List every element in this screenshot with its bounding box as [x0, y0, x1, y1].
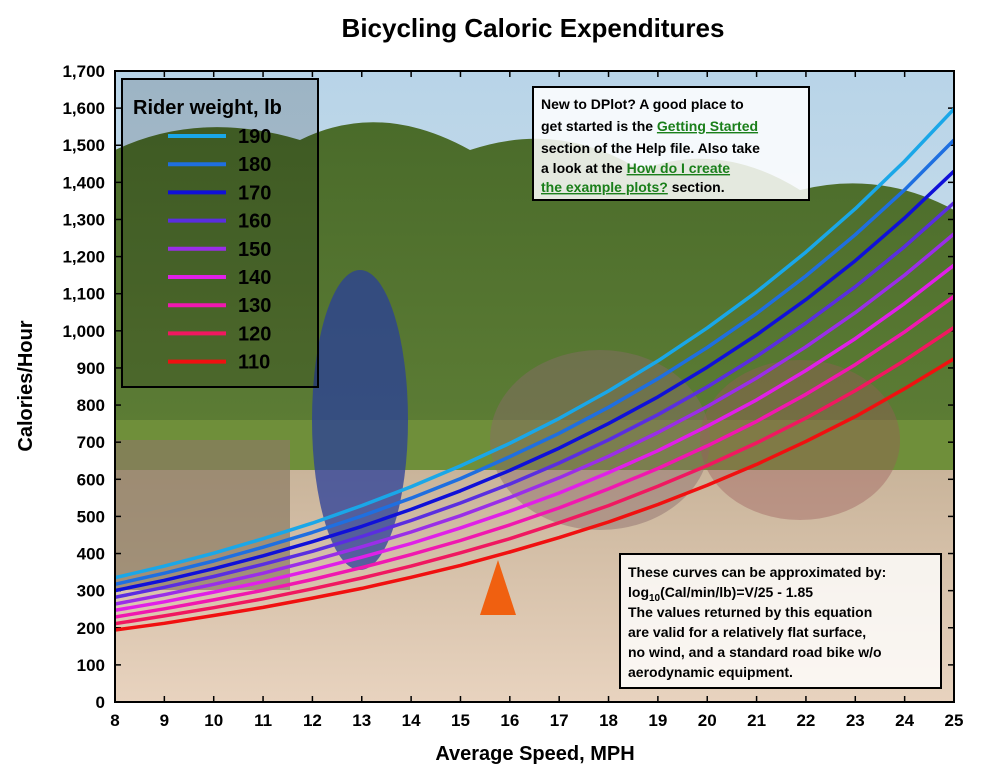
- help-note-line-4: a look at the How do I create: [541, 160, 730, 176]
- series-lines: [115, 107, 954, 632]
- legend-box: [121, 78, 319, 388]
- legend-label-170: 170: [238, 182, 271, 204]
- x-tick-label: 18: [599, 711, 618, 730]
- help-note-box: [532, 86, 810, 201]
- equation-body: (Cal/min/lb)=V/25 - 1.85: [660, 584, 813, 600]
- y-tick-label: 600: [77, 470, 105, 489]
- series-line-140: [115, 263, 954, 613]
- y-tick-label: 100: [77, 656, 105, 675]
- x-tick-label: 13: [352, 711, 371, 730]
- x-tick-label: 24: [895, 711, 914, 730]
- y-tick-label: 1,600: [62, 99, 105, 118]
- series-line-170: [115, 169, 954, 593]
- y-tick-label: 1,400: [62, 173, 105, 192]
- help-note-line-2-text: get started is the: [541, 118, 657, 134]
- x-tick-label: 21: [747, 711, 766, 730]
- x-tick-label: 10: [204, 711, 223, 730]
- y-tick-label: 400: [77, 545, 105, 564]
- series-line-190: [115, 107, 954, 580]
- y-tick-label: 0: [96, 693, 105, 712]
- legend-label-130: 130: [238, 295, 271, 317]
- equation-note-line-1: These curves can be approximated by:: [628, 564, 886, 580]
- x-tick-label: 17: [550, 711, 569, 730]
- equation-note: These curves can be approximated by: log…: [619, 553, 942, 689]
- x-tick-label: 23: [846, 711, 865, 730]
- help-note-line-1: New to DPlot? A good place to: [541, 96, 744, 112]
- help-note-line-5-text: section.: [668, 179, 725, 195]
- help-note-line-4-text: a look at the: [541, 160, 627, 176]
- y-axis-label: Calories/Hour: [15, 320, 37, 451]
- y-tick-label: 1,700: [62, 62, 105, 81]
- equation-log: log: [628, 584, 649, 600]
- equation-log-base: 10: [649, 593, 661, 604]
- y-tick-label: 700: [77, 433, 105, 452]
- x-tick-label: 20: [698, 711, 717, 730]
- series-line-160: [115, 201, 954, 600]
- series-line-180: [115, 138, 954, 587]
- x-tick-label: 22: [796, 711, 815, 730]
- x-tick-label: 8: [110, 711, 119, 730]
- x-tick-label: 14: [402, 711, 421, 730]
- x-tick-label: 9: [160, 711, 169, 730]
- x-tick-label: 15: [451, 711, 470, 730]
- equation-note-line-5: no wind, and a standard road bike w/o: [628, 644, 882, 660]
- series-line-130: [115, 294, 954, 619]
- series-line-150: [115, 232, 954, 606]
- legend-entries: 190 180 170 160 150 140 130 120 110: [168, 126, 271, 374]
- getting-started-link[interactable]: Getting Started: [657, 118, 758, 134]
- equation-note-line-6: aerodynamic equipment.: [628, 664, 793, 680]
- chart-title: Bicycling Caloric Expenditures: [342, 13, 725, 43]
- legend-label-180: 180: [238, 154, 271, 176]
- x-tick-label: 12: [303, 711, 322, 730]
- series-line-110: [115, 357, 954, 632]
- equation-note-box: [619, 553, 942, 689]
- legend-label-110: 110: [238, 352, 270, 374]
- help-note: New to DPlot? A good place to get starte…: [532, 86, 810, 201]
- y-tick-label: 200: [77, 619, 105, 638]
- legend-label-120: 120: [238, 323, 271, 345]
- legend: Rider weight, lb 190 180 170 160 150 140 130 12…: [121, 78, 319, 388]
- how-do-i-create-link[interactable]: How do I create: [627, 160, 731, 176]
- x-tick-label: 25: [945, 711, 964, 730]
- x-tick-label: 16: [500, 711, 519, 730]
- y-tick-label: 900: [77, 359, 105, 378]
- help-note-line-5: the example plots? section.: [541, 179, 725, 195]
- help-note-line-3: section of the Help file. Also take: [541, 140, 760, 156]
- plot-border: [114, 70, 955, 703]
- y-tick-label: 1,500: [62, 136, 105, 155]
- legend-label-190: 190: [238, 126, 271, 148]
- y-tick-label: 1,300: [62, 210, 105, 229]
- x-axis-label: Average Speed, MPH: [435, 743, 634, 765]
- help-note-line-2: get started is the Getting Started: [541, 118, 758, 134]
- legend-label-150: 150: [238, 239, 271, 261]
- x-tick-label: 11: [254, 711, 272, 730]
- legend-title: Rider weight, lb: [133, 97, 282, 119]
- equation-note-line-2: log10(Cal/min/lb)=V/25 - 1.85: [628, 584, 813, 604]
- legend-label-140: 140: [238, 267, 271, 289]
- equation-note-line-3: The values returned by this equation: [628, 604, 872, 620]
- legend-label-160: 160: [238, 211, 271, 233]
- axis-ticks: 8 9 10 11 12 13 14 15 16 17 18 19 20 21 22 23 24 25 0 100 20…: [62, 62, 963, 730]
- example-plots-link[interactable]: the example plots?: [541, 179, 668, 195]
- series-line-120: [115, 326, 954, 626]
- y-tick-label: 300: [77, 582, 105, 601]
- y-tick-label: 1,100: [62, 285, 105, 304]
- y-tick-label: 1,000: [62, 322, 105, 341]
- y-tick-label: 800: [77, 396, 105, 415]
- y-tick-label: 500: [77, 507, 105, 526]
- equation-note-line-4: are valid for a relatively flat surface,: [628, 624, 866, 640]
- y-tick-label: 1,200: [62, 248, 105, 267]
- x-tick-label: 19: [648, 711, 667, 730]
